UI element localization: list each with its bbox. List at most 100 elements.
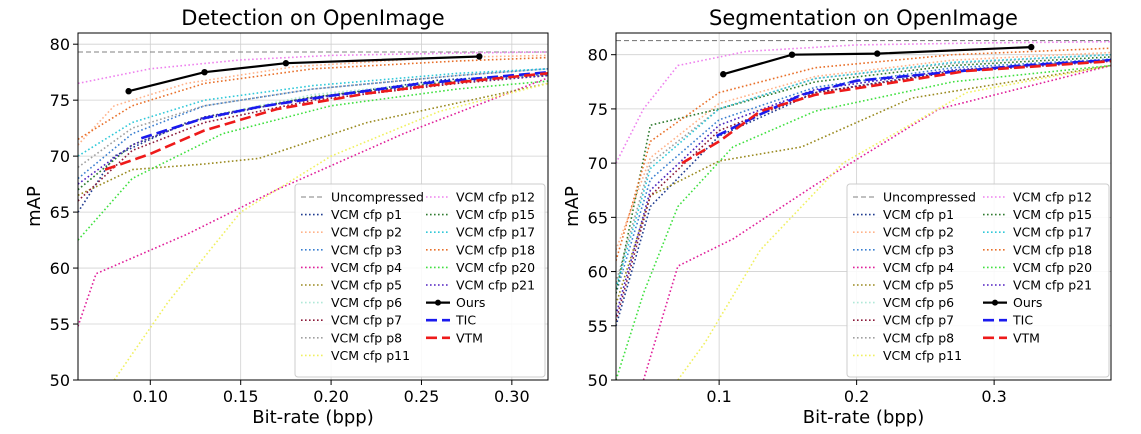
legend-label: VCM cfp p18 — [456, 242, 535, 257]
y-tick-label: 60 — [588, 263, 608, 282]
legend-label: Uncompressed — [331, 190, 424, 205]
legend-label: VCM cfp p5 — [883, 278, 954, 293]
legend-label: VCM cfp p6 — [331, 295, 402, 310]
y-tick-label: 50 — [50, 371, 70, 390]
series-line — [616, 53, 1111, 289]
legend-label: VCM cfp p2 — [883, 225, 954, 240]
legend-label: TIC — [1012, 313, 1033, 328]
plot-frame — [77, 32, 549, 381]
y-tick-label: 75 — [588, 100, 608, 119]
series-line — [616, 47, 1111, 261]
legend-label: VCM cfp p12 — [456, 190, 535, 205]
legend-label: VCM cfp p4 — [883, 260, 954, 275]
x-tick-label: 0.30 — [494, 387, 530, 406]
chart-title: Detection on OpenImage — [181, 6, 444, 30]
legend-label: VCM cfp p11 — [331, 348, 410, 363]
x-axis-label: Bit-rate (bpp) — [252, 407, 374, 428]
legend-label: VCM cfp p1 — [331, 207, 402, 222]
y-tick-label: 70 — [50, 147, 70, 166]
legend-label: VCM cfp p6 — [883, 295, 954, 310]
legend-label: VCM cfp p8 — [883, 330, 954, 345]
legend-label: VCM cfp p18 — [1013, 242, 1092, 257]
y-tick-label: 55 — [588, 317, 608, 336]
y-tick-label: 75 — [50, 91, 70, 110]
legend-label: VCM cfp p2 — [331, 225, 402, 240]
legend-box — [294, 183, 546, 378]
legend-marker — [435, 299, 441, 306]
data-point — [874, 50, 881, 57]
series-line — [78, 51, 548, 85]
legend-label: VCM cfp p21 — [1013, 278, 1092, 293]
y-tick-label: 55 — [50, 315, 70, 334]
legend-label: TIC — [455, 313, 476, 328]
legend-label: VTM — [456, 330, 483, 345]
x-tick-label: 0.15 — [223, 387, 259, 406]
series-line — [616, 40, 1111, 164]
series-group — [78, 51, 548, 380]
series-line — [78, 68, 548, 157]
series-line — [616, 56, 1111, 294]
series-line — [78, 80, 548, 241]
series-line — [616, 53, 1111, 283]
series-line — [681, 59, 1111, 165]
legend-label: VCM cfp p17 — [456, 225, 535, 240]
legend-label: VCM cfp p17 — [1013, 225, 1092, 240]
y-tick-label: 65 — [588, 208, 608, 227]
y-tick-label: 50 — [588, 371, 608, 390]
legend-label: VCM cfp p4 — [331, 260, 402, 275]
series-line — [722, 46, 1032, 76]
data-point — [788, 51, 796, 58]
chart-segmentation: 0.1 0.2 0.3 50 55 60 65 70 75 80 Segmentation on O… — [562, 6, 1112, 428]
y-axis-label: mAP — [24, 186, 45, 227]
data-point — [720, 71, 727, 78]
series-line — [78, 82, 548, 197]
chart-detection: 0.10 0.15 0.20 0.25 0.30 50 55 60 65 70 75 80 Detect… — [24, 6, 549, 428]
legend-label: VCM cfp p8 — [331, 330, 402, 345]
legend-label: VCM cfp p11 — [883, 348, 962, 363]
series-line — [616, 64, 1111, 305]
series-line — [78, 73, 548, 191]
legend-label: VCM cfp p20 — [1013, 260, 1092, 275]
x-tick-label: 0.25 — [404, 387, 440, 406]
series-line — [113, 82, 548, 380]
data-point — [125, 88, 132, 95]
series-line — [677, 64, 1111, 380]
plot-frame — [615, 32, 1112, 381]
legend-label: VCM cfp p7 — [883, 313, 954, 328]
legend-marker — [992, 299, 998, 306]
series-line — [78, 68, 548, 168]
y-tick-label: 70 — [588, 154, 608, 173]
series-line — [715, 58, 1111, 138]
y-tick-label: 60 — [50, 259, 70, 278]
data-point — [476, 53, 483, 60]
series-line — [616, 64, 1111, 380]
series-line — [104, 72, 548, 171]
series-line — [140, 70, 548, 140]
legend: Uncompressed VCM cfp p1 VCM cfp p2 VCM cfp … — [294, 183, 546, 378]
series-line — [78, 77, 548, 327]
legend-label: Ours — [456, 295, 485, 310]
legend-label: VCM cfp p7 — [331, 313, 402, 328]
series-group — [616, 40, 1111, 380]
series-line — [78, 56, 548, 140]
series-line — [128, 55, 480, 93]
legend-label: Uncompressed — [883, 190, 976, 205]
legend-box — [846, 183, 1110, 378]
legend-label: VCM cfp p5 — [331, 278, 402, 293]
series-line — [78, 74, 548, 191]
series-line — [616, 58, 1111, 294]
series-line — [78, 54, 548, 146]
legend: Uncompressed VCM cfp p1 VCM cfp p2 VCM cfp … — [846, 183, 1110, 378]
y-tick-label: 80 — [588, 46, 608, 65]
legend-label: VTM — [1013, 330, 1040, 345]
x-tick-label: 0.10 — [132, 387, 168, 406]
legend-label: VCM cfp p1 — [883, 207, 954, 222]
y-tick-label: 65 — [50, 203, 70, 222]
data-point — [282, 60, 290, 67]
x-axis-label: Bit-rate (bpp) — [803, 407, 925, 428]
legend-label: VCM cfp p21 — [456, 278, 535, 293]
legend-label: VCM cfp p3 — [331, 242, 402, 257]
x-tick-label: 0.20 — [313, 387, 349, 406]
